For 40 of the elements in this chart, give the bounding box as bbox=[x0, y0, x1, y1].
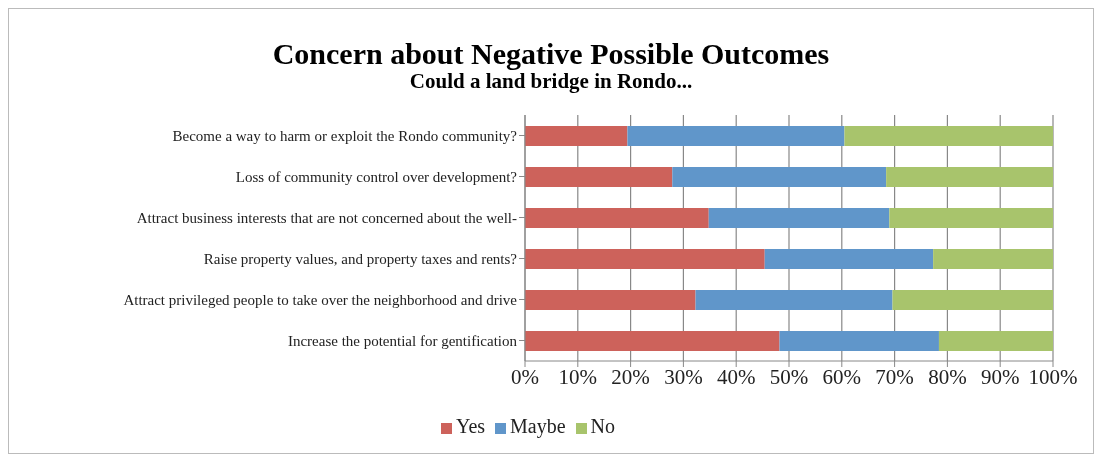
bar bbox=[525, 167, 673, 188]
x-tick-label: 80% bbox=[928, 365, 967, 389]
bar bbox=[627, 126, 845, 147]
bar bbox=[525, 331, 780, 352]
x-tick-label: 50% bbox=[769, 365, 809, 389]
x-tick-label: 90% bbox=[980, 365, 1020, 389]
x-tick-label: 100% bbox=[1028, 365, 1078, 389]
x-tick-label: 0% bbox=[511, 365, 539, 389]
chart-title: Concern about Negative Possible Outcomes bbox=[271, 37, 831, 70]
x-tick-label: 30% bbox=[664, 365, 703, 389]
chart-subtitle: Could a land bridge in Rondo... bbox=[408, 69, 694, 94]
legend-label: No bbox=[590, 415, 616, 438]
x-tick-label: 70% bbox=[875, 365, 914, 389]
bar bbox=[525, 208, 709, 229]
bar bbox=[779, 331, 939, 352]
y-tick-label: Become a way to harm or exploit the Rondo community? bbox=[172, 127, 518, 144]
x-tick-label: 20% bbox=[611, 365, 650, 389]
x-tick-label: 10% bbox=[558, 365, 598, 389]
bar bbox=[525, 249, 765, 270]
bar bbox=[892, 290, 1053, 311]
legend-label: Yes bbox=[455, 415, 486, 438]
y-tick-label: Loss of community control over development? bbox=[235, 168, 518, 185]
bar bbox=[933, 249, 1053, 270]
bar bbox=[672, 167, 887, 188]
y-tick-label: Attract privileged people to take over the neighborhood and drive bbox=[123, 291, 518, 308]
bar bbox=[889, 208, 1053, 229]
bar bbox=[844, 126, 1053, 147]
x-tick-label: 40% bbox=[716, 365, 756, 389]
y-tick-label: Raise property values, and property taxes and rents? bbox=[203, 250, 518, 267]
bar bbox=[708, 208, 890, 229]
bar bbox=[886, 167, 1053, 188]
y-tick-label: Increase the potential for gentification bbox=[287, 332, 518, 349]
x-tick-label: 60% bbox=[822, 365, 862, 389]
bar bbox=[695, 290, 893, 311]
legend-label: Maybe bbox=[510, 415, 566, 438]
bar bbox=[525, 126, 628, 147]
bar bbox=[525, 290, 696, 311]
bar bbox=[764, 249, 934, 270]
bar bbox=[938, 331, 1053, 352]
y-tick-label: Attract business interests that are not concerned about the well- bbox=[136, 209, 517, 226]
